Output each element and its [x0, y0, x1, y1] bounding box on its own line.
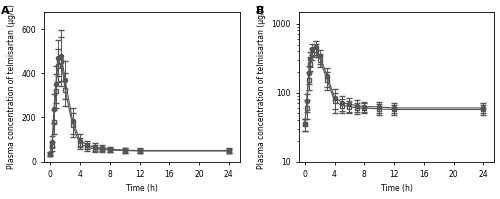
Y-axis label: Plasma concentration of telmisartan (µg/L): Plasma concentration of telmisartan (µg/… [7, 4, 16, 169]
Y-axis label: Plasma concentration of telmisartan (µg/L): Plasma concentration of telmisartan (µg/… [256, 4, 266, 169]
Text: B: B [256, 6, 264, 16]
X-axis label: Time (h): Time (h) [380, 184, 412, 193]
X-axis label: Time (h): Time (h) [126, 184, 158, 193]
Text: A: A [2, 6, 10, 16]
